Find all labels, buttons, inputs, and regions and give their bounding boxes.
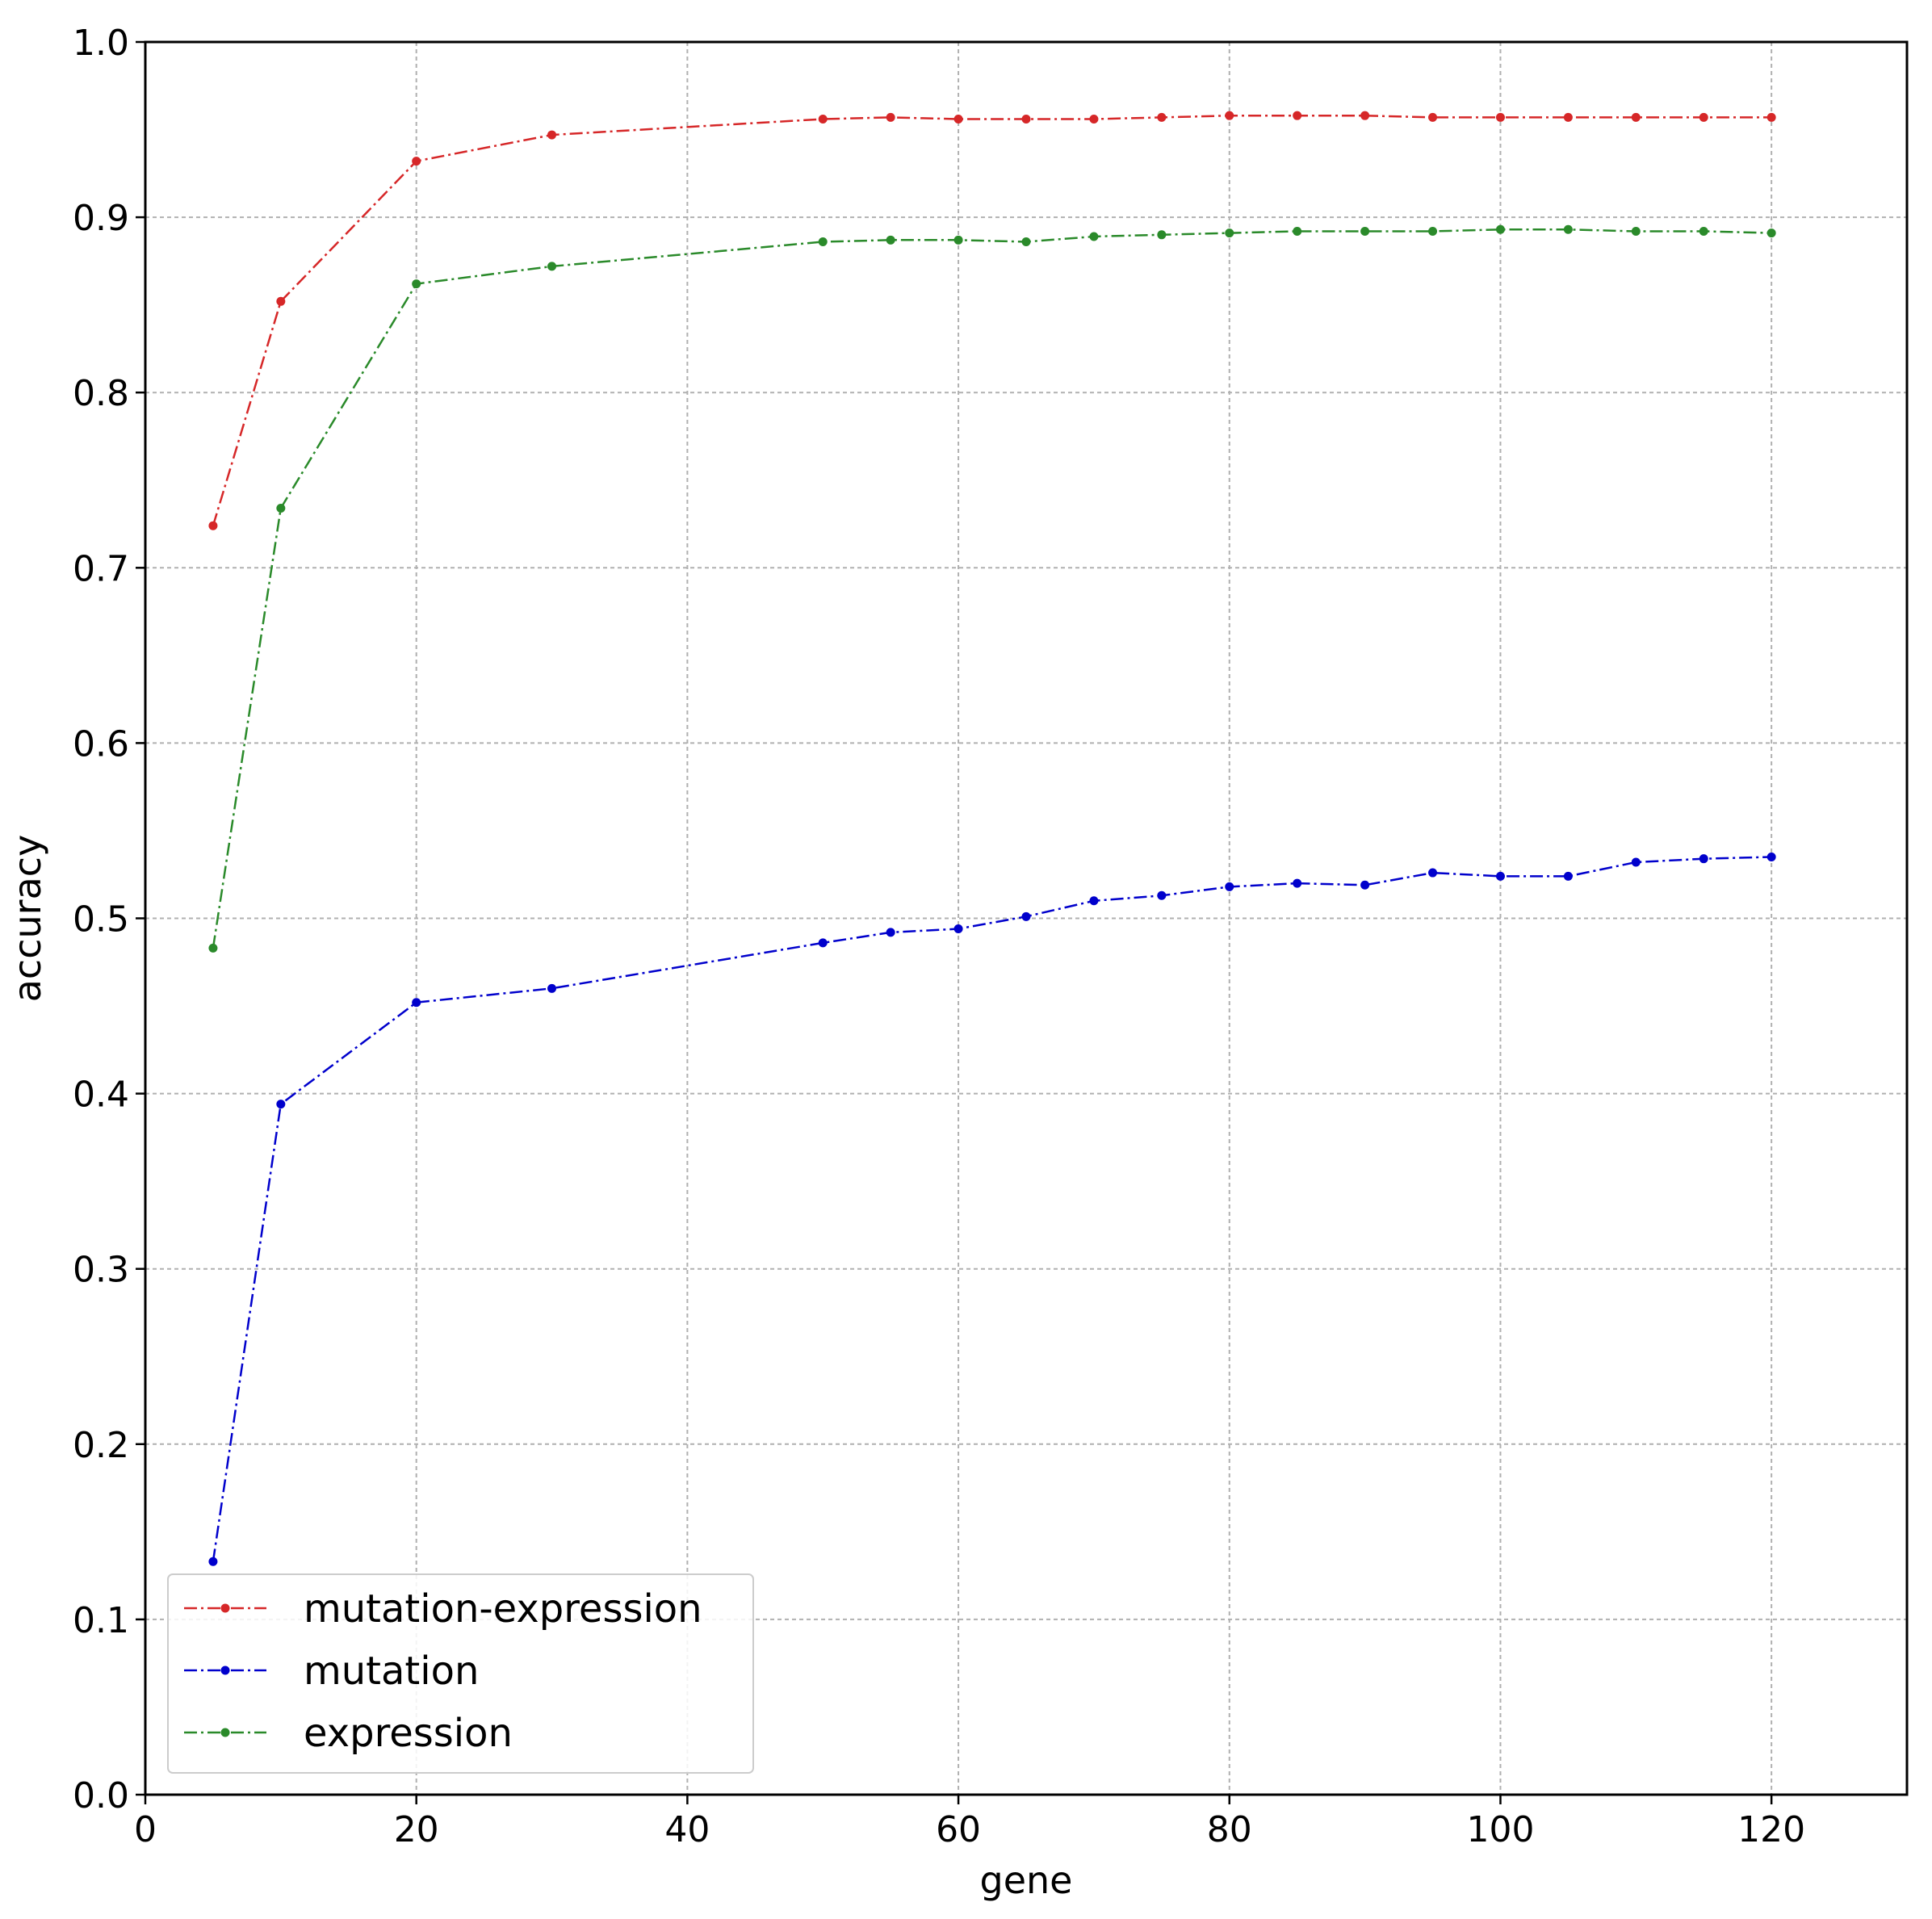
axis-ticks: 0 20 40 60 80 100 120 0.0 0.1 0.2 0.3 0.4 0.5 0.6 0.7 0… bbox=[73, 23, 1805, 1850]
mutation-point bbox=[953, 924, 963, 934]
legend-label: mutation bbox=[304, 1649, 479, 1694]
mutation-expression-point bbox=[818, 115, 828, 124]
legend-entry-mutation: mutation bbox=[184, 1649, 479, 1694]
legend: mutation-expression mutation expression bbox=[167, 1573, 754, 1774]
y-tick-label: 0.9 bbox=[73, 198, 129, 239]
y-tick-label: 0.7 bbox=[73, 548, 129, 589]
expression-point bbox=[1089, 232, 1099, 241]
mutation-expression-point bbox=[1293, 111, 1302, 120]
expression-point bbox=[276, 503, 286, 513]
y-axis-label: accuracy bbox=[6, 835, 49, 1003]
expression-point bbox=[1699, 226, 1708, 236]
mutation-point bbox=[1021, 911, 1031, 921]
x-tick-label: 100 bbox=[1466, 1809, 1534, 1850]
x-tick-label: 0 bbox=[134, 1809, 157, 1850]
x-tick-label: 20 bbox=[394, 1809, 439, 1850]
x-tick-label: 40 bbox=[664, 1809, 710, 1850]
mutation-point bbox=[208, 1557, 218, 1566]
x-tick-label: 80 bbox=[1207, 1809, 1252, 1850]
data-series bbox=[208, 111, 1776, 1566]
legend-label: mutation-expression bbox=[304, 1586, 702, 1632]
expression-point bbox=[547, 262, 557, 271]
legend-label: expression bbox=[304, 1711, 513, 1756]
y-tick-label: 0.0 bbox=[73, 1775, 129, 1816]
expression-point bbox=[1021, 237, 1031, 246]
x-tick-label: 120 bbox=[1737, 1809, 1805, 1850]
mutation-point bbox=[1360, 880, 1370, 890]
expression-point bbox=[1293, 226, 1302, 236]
mutation-expression-point bbox=[412, 157, 421, 166]
mutation-point bbox=[1631, 857, 1641, 867]
legend-swatch-marker bbox=[220, 1728, 230, 1737]
series-mutation-expression bbox=[208, 111, 1776, 530]
legend-swatch-marker bbox=[220, 1603, 230, 1613]
y-tick-label: 0.1 bbox=[73, 1600, 129, 1641]
y-tick-label: 0.5 bbox=[73, 899, 129, 941]
mutation-expression-point bbox=[1360, 111, 1370, 120]
legend-items: mutation-expression mutation expression bbox=[184, 1586, 702, 1756]
mutation-point bbox=[412, 998, 421, 1008]
legend-swatch-marker bbox=[220, 1666, 230, 1675]
y-tick-label: 0.2 bbox=[73, 1425, 129, 1466]
mutation-expression-point bbox=[1225, 111, 1234, 120]
series-expression bbox=[208, 224, 1776, 953]
expression-point bbox=[1766, 228, 1776, 238]
expression-point bbox=[1495, 224, 1505, 234]
mutation-point bbox=[1766, 853, 1776, 862]
mutation-expression-point bbox=[1631, 112, 1641, 122]
expression-point bbox=[1563, 224, 1573, 234]
mutation-point bbox=[547, 983, 557, 993]
grid-lines bbox=[145, 42, 1907, 1795]
mutation-expression-point bbox=[886, 112, 895, 122]
expression-point bbox=[953, 235, 963, 245]
mutation-expression-point bbox=[953, 115, 963, 124]
expression-point bbox=[1157, 230, 1167, 240]
mutation-expression-point bbox=[547, 130, 557, 140]
mutation-point bbox=[1563, 871, 1573, 881]
mutation-point bbox=[1293, 878, 1302, 888]
series-mutation bbox=[208, 853, 1776, 1566]
expression-point bbox=[1428, 226, 1438, 236]
y-tick-label: 0.8 bbox=[73, 373, 129, 414]
expression-point bbox=[1360, 226, 1370, 236]
mutation-point bbox=[1495, 871, 1505, 881]
legend-entry-mutation-expression: mutation-expression bbox=[184, 1586, 702, 1632]
mutation-expression-point bbox=[1766, 112, 1776, 122]
expression-point bbox=[412, 279, 421, 289]
mutation-expression-point bbox=[1157, 112, 1167, 122]
expression-point bbox=[1225, 228, 1234, 238]
x-tick-label: 60 bbox=[936, 1809, 981, 1850]
mutation-expression-point bbox=[1495, 112, 1505, 122]
mutation-expression-point bbox=[1699, 112, 1708, 122]
mutation-point bbox=[886, 928, 895, 937]
y-tick-label: 0.6 bbox=[73, 723, 129, 765]
mutation-expression-point bbox=[1563, 112, 1573, 122]
mutation-point bbox=[818, 938, 828, 948]
expression-point bbox=[886, 235, 895, 245]
mutation-point bbox=[1428, 868, 1438, 878]
mutation-expression-point bbox=[1021, 115, 1031, 124]
x-axis-label: gene bbox=[980, 1858, 1073, 1902]
y-tick-label: 1.0 bbox=[73, 23, 129, 64]
legend-entry-expression: expression bbox=[184, 1711, 513, 1756]
mutation-expression-point bbox=[276, 296, 286, 306]
mutation-expression-point bbox=[1089, 115, 1099, 124]
mutation-point bbox=[276, 1100, 286, 1109]
expression-point bbox=[1631, 226, 1641, 236]
mutation-point bbox=[1225, 882, 1234, 891]
mutation-expression-point bbox=[1428, 112, 1438, 122]
mutation-point bbox=[1157, 890, 1167, 900]
legend-box bbox=[167, 1573, 754, 1774]
expression-point bbox=[818, 237, 828, 246]
mutation-point bbox=[1089, 896, 1099, 906]
expression-point bbox=[208, 943, 218, 953]
y-tick-label: 0.3 bbox=[73, 1250, 129, 1291]
mutation-point bbox=[1699, 854, 1708, 864]
mutation-expression-point bbox=[208, 521, 218, 530]
y-tick-label: 0.4 bbox=[73, 1075, 129, 1116]
